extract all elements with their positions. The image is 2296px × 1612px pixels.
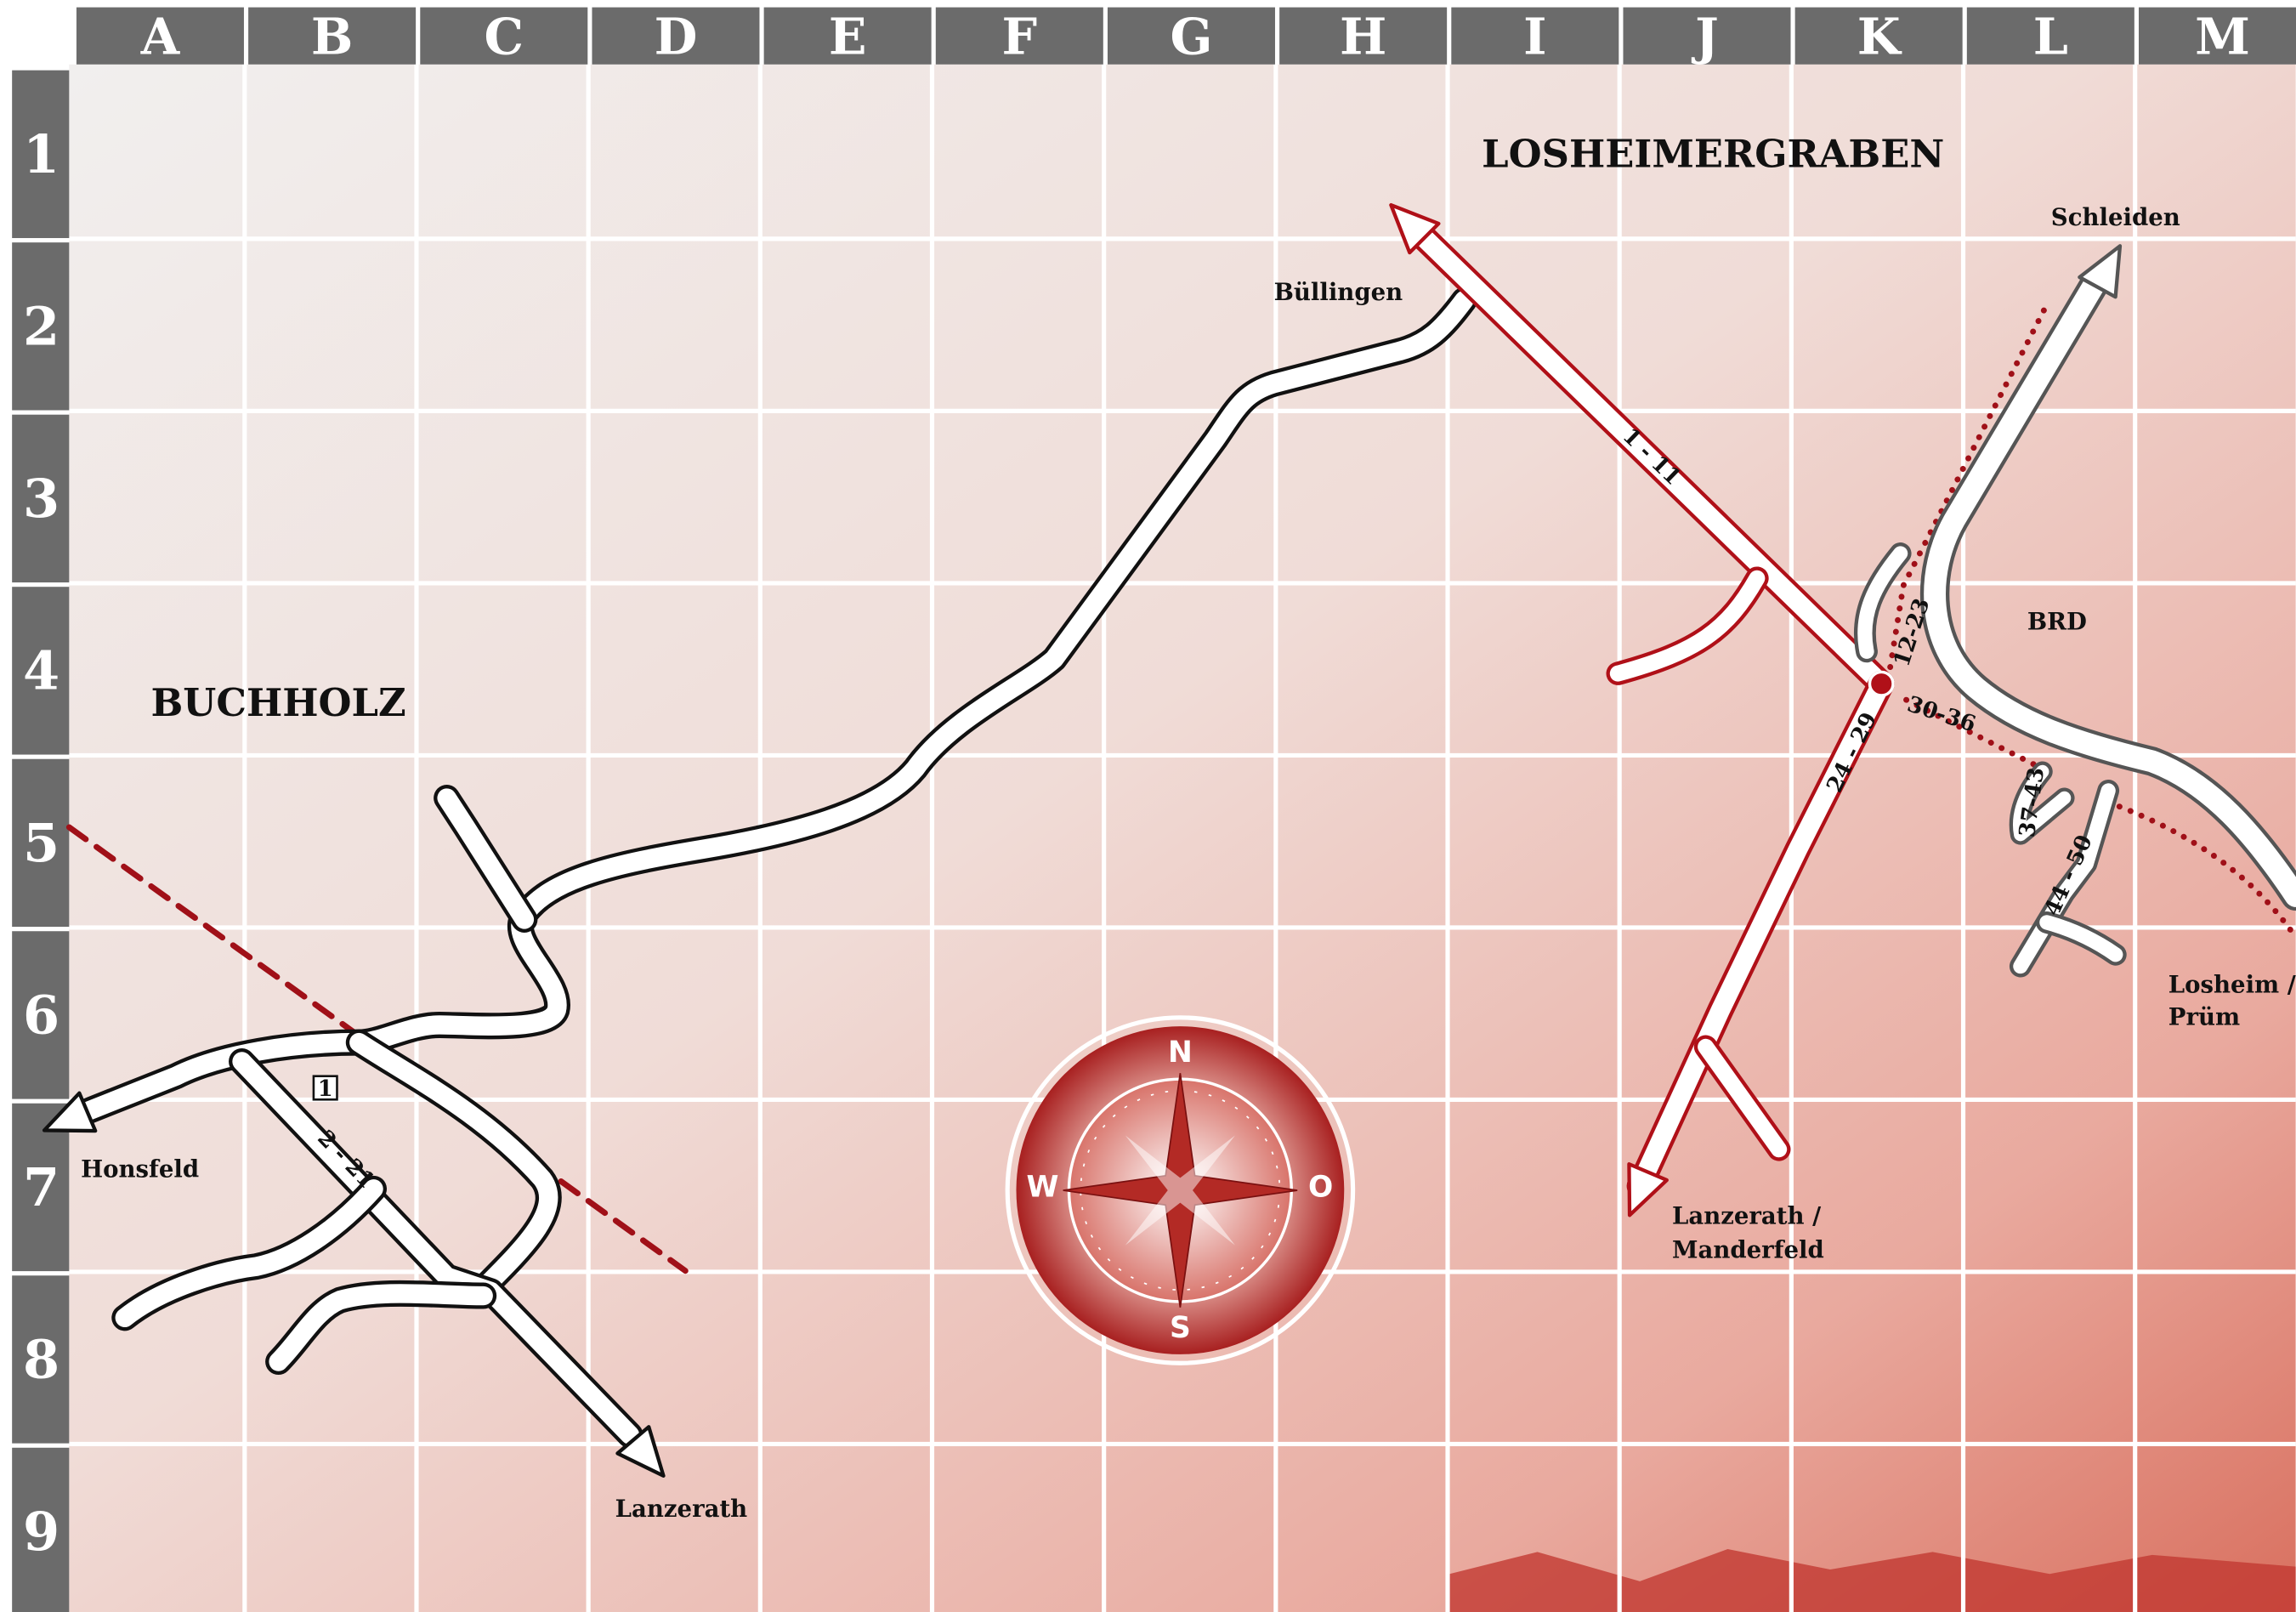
column-label: I xyxy=(1523,8,1546,66)
row-header xyxy=(12,242,70,411)
column-header xyxy=(2138,7,2296,65)
column-header xyxy=(935,7,1103,65)
road xyxy=(1630,674,1891,1196)
roads xyxy=(42,202,2296,1478)
row-header xyxy=(12,70,70,239)
compass-star2 xyxy=(1125,1135,1235,1246)
column-header xyxy=(592,7,760,65)
row-label: 3 xyxy=(23,468,60,530)
road-arrow xyxy=(615,1425,666,1478)
row-label: 4 xyxy=(23,639,60,701)
compass-n: N xyxy=(1168,1036,1193,1070)
border-line xyxy=(2105,799,2296,940)
row-header xyxy=(12,587,70,755)
column-header xyxy=(1623,7,1791,65)
road xyxy=(437,788,535,929)
road-marker: 1 xyxy=(318,1076,333,1102)
road xyxy=(1609,570,1766,682)
road-arrow xyxy=(1389,202,1441,255)
row-header xyxy=(12,414,70,583)
junction xyxy=(1868,670,1895,697)
column-label: G xyxy=(1170,8,1212,66)
column-label: H xyxy=(1340,8,1386,66)
row-label: 7 xyxy=(23,1156,60,1218)
row-label: 8 xyxy=(23,1328,60,1390)
compass-o: O xyxy=(1308,1171,1333,1205)
road-arrow xyxy=(2078,244,2123,299)
place-label: BUCHHOLZ xyxy=(150,680,405,725)
road-arrow xyxy=(42,1091,98,1133)
row-label: 9 xyxy=(23,1501,60,1563)
column-label: B xyxy=(311,8,354,66)
column-header xyxy=(1451,7,1619,65)
road xyxy=(1403,217,1891,694)
column-header xyxy=(420,7,588,65)
road xyxy=(269,1284,493,1371)
column-label: L xyxy=(2033,8,2068,66)
row-header xyxy=(12,1447,70,1612)
place-label: BRD xyxy=(2027,608,2087,635)
row-header xyxy=(12,758,70,928)
column-label: M xyxy=(2195,8,2250,66)
place-label: Honsfeld xyxy=(81,1156,199,1183)
compass: N W O S xyxy=(1005,1015,1356,1365)
column-label: F xyxy=(1002,8,1038,66)
road xyxy=(1857,546,1908,659)
row-label: 5 xyxy=(23,812,60,874)
row-label: 6 xyxy=(23,984,60,1046)
place-label: Lanzerath / xyxy=(1672,1203,1822,1230)
column-label: C xyxy=(484,8,524,66)
column-header xyxy=(1107,7,1275,65)
road xyxy=(1924,274,2296,907)
column-label: K xyxy=(1857,8,1902,66)
road-arrow xyxy=(1627,1162,1669,1218)
compass-s: S xyxy=(1170,1311,1191,1345)
column-header xyxy=(1966,7,2134,65)
row-label: 1 xyxy=(23,123,60,185)
place-label: LOSHEIMERGRABEN xyxy=(1482,131,1944,176)
road-marker-box xyxy=(312,1075,338,1101)
place-label: Losheim / xyxy=(2168,972,2296,999)
row-label: 2 xyxy=(23,295,60,357)
place-label: Schleiden xyxy=(2051,204,2180,231)
column-header xyxy=(248,7,417,65)
compass-ring xyxy=(1005,1015,1356,1365)
road xyxy=(2039,915,2123,962)
column-label: A xyxy=(140,8,181,66)
road xyxy=(66,290,1474,1126)
row-header xyxy=(12,1275,70,1444)
column-header xyxy=(76,7,244,65)
column-header xyxy=(1279,7,1448,65)
row-header xyxy=(12,931,70,1099)
border-line xyxy=(1903,696,2046,772)
terrain xyxy=(1449,1548,2296,1612)
column-label: D xyxy=(655,8,698,66)
place-label: Manderfeld xyxy=(1672,1236,1824,1263)
compass-w: W xyxy=(1027,1171,1059,1205)
road xyxy=(2012,764,2072,842)
column-header xyxy=(763,7,932,65)
place-label: Lanzerath xyxy=(615,1496,748,1523)
road xyxy=(349,1032,558,1298)
road xyxy=(1698,1038,1788,1158)
border-line xyxy=(1885,307,2047,680)
place-label: Prüm xyxy=(2168,1003,2240,1030)
column-label: J xyxy=(1691,8,1719,66)
column-header xyxy=(1794,7,1963,65)
road xyxy=(115,1179,383,1328)
place-label: Büllingen xyxy=(1274,279,1403,306)
column-label: E xyxy=(829,8,867,66)
